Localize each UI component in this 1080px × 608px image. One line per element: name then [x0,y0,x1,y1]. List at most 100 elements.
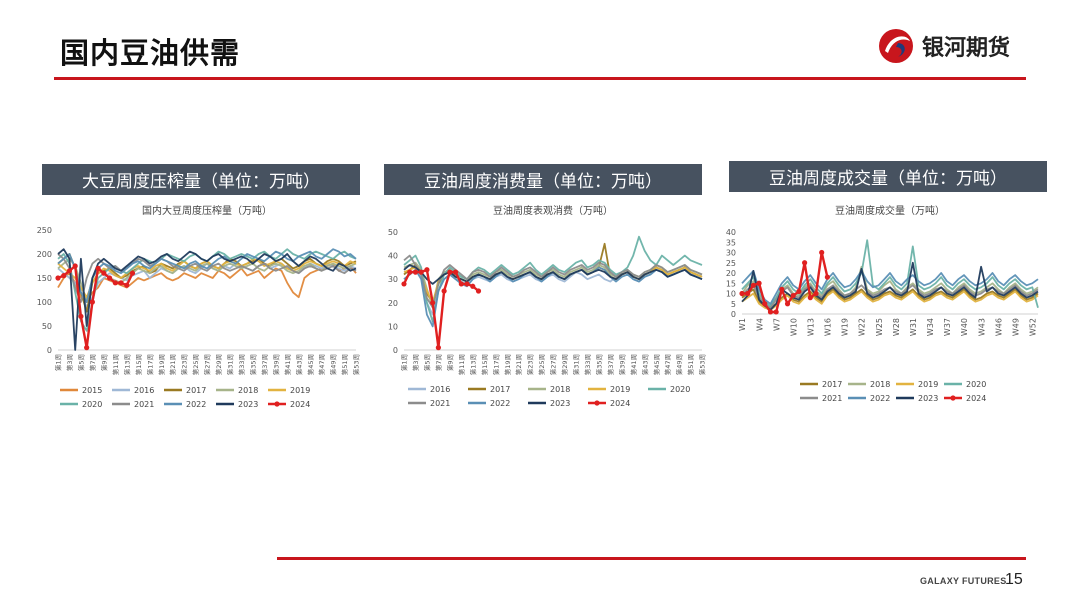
footer-divider [277,557,1026,560]
x-tick-label: W37 [943,318,952,336]
legend-label-2021: 2021 [134,400,154,409]
series-point-2024 [129,270,136,276]
series-point-2024 [779,286,785,292]
series-point-2024 [84,345,90,351]
x-tick-label: W49 [1011,318,1020,336]
x-tick-label: W31 [909,318,918,336]
x-tick-label: W10 [789,318,798,336]
legend-label-2020: 2020 [966,380,986,389]
legend-marker-2024 [594,400,600,406]
x-tick-label: W1 [738,318,747,331]
y-tick-label: 100 [37,298,52,307]
series-point-2024 [435,345,441,351]
y-tick-label: 35 [726,238,736,247]
page-title: 国内豆油供需 [60,36,241,70]
series-point-2024 [819,249,825,256]
chart-title: 国内大豆周度压榨量（万吨） [142,204,272,217]
series-point-2024 [762,301,768,307]
panel-header-consumption: 豆油周度消费量（单位：万吨） [384,164,702,195]
legend-label-2018: 2018 [550,385,570,394]
x-tick-label: 第45周 [306,354,315,375]
series-point-2024 [407,269,413,275]
series-point-2024 [112,280,118,286]
series-point-2024 [95,265,101,271]
footer-brand: GALAXY FUTURES [920,576,1007,586]
series-point-2024 [796,288,802,295]
series-line-2023 [403,264,703,285]
x-tick-label: 第49周 [329,354,338,375]
series-point-2024 [430,300,436,306]
series-point-2024 [756,280,762,286]
x-tick-label: W7 [772,318,781,331]
series-point-2024 [464,281,470,287]
y-tick-label: 0 [731,310,736,319]
x-tick-label: W46 [994,318,1003,336]
series-point-2024 [441,288,447,294]
x-tick-label: 第33周 [237,354,246,375]
x-tick-label: 第11周 [457,354,466,375]
legend-label-2022: 2022 [186,400,206,409]
x-tick-label: 第5周 [423,354,432,371]
x-tick-label: 第51周 [340,354,349,375]
x-tick-label: 第27周 [203,354,212,375]
x-tick-label: 第41周 [283,354,292,375]
series-line-2022 [57,248,357,303]
x-tick-label: 第41周 [629,354,638,375]
y-tick-label: 20 [726,269,736,278]
x-tick-label: W13 [807,318,816,336]
legend-label-2019: 2019 [610,385,630,394]
x-tick-label: 第9周 [445,354,454,371]
y-tick-label: 40 [726,228,736,237]
series-line-2021 [57,253,357,303]
y-tick-label: 0 [393,346,398,355]
y-tick-label: 25 [726,259,736,268]
x-tick-label: 第3周 [65,354,74,371]
x-tick-label: 第15周 [134,354,143,375]
x-tick-label: W19 [841,318,850,336]
x-tick-label: 第23周 [180,354,189,375]
x-tick-label: 第29周 [560,354,569,375]
series-point-2024 [750,282,756,288]
y-tick-label: 5 [731,300,736,309]
x-tick-label: 第31周 [226,354,235,375]
series-point-2024 [745,290,751,297]
galaxy-logo-icon [879,29,913,63]
x-tick-label: W34 [926,318,935,336]
legend-label-2024: 2024 [966,394,986,403]
chart-title: 豆油周度表观消费（万吨） [493,204,613,217]
series-point-2024 [452,269,459,275]
y-tick-label: 30 [388,275,398,284]
series-line-2023 [57,248,357,351]
x-tick-label: 第11周 [111,354,120,375]
legend-label-2021: 2021 [430,399,450,408]
panel-header-crush: 大豆周度压榨量（单位：万吨） [42,164,360,195]
legend-label-2018: 2018 [238,386,258,395]
series-point-2024 [124,282,130,288]
series-point-2024 [101,270,107,276]
x-tick-label: W40 [960,318,969,336]
y-tick-label: 250 [37,226,52,235]
x-tick-label: W43 [977,318,986,336]
x-tick-label: 第25周 [191,354,200,375]
series-line-2020 [741,239,1039,309]
series-point-2024 [66,268,73,274]
series-point-2024 [72,263,78,269]
series-point-2024 [824,274,830,280]
y-tick-label: 15 [726,279,736,288]
x-tick-label: 第45周 [652,354,661,375]
series-point-2024 [773,309,779,315]
legend-marker-2024 [950,395,956,401]
x-tick-label: 第5周 [77,354,86,371]
series-point-2024 [89,299,95,305]
series-point-2024 [118,280,124,286]
x-tick-label: 第15周 [480,354,489,375]
x-tick-label: 第47周 [317,354,326,375]
x-tick-label: 第43周 [640,354,649,375]
x-tick-label: 第37周 [606,354,615,375]
x-tick-label: 第21周 [168,354,177,375]
x-tick-label: 第39周 [617,354,626,375]
legend-label-2017: 2017 [822,380,842,389]
y-tick-label: 20 [388,299,398,308]
